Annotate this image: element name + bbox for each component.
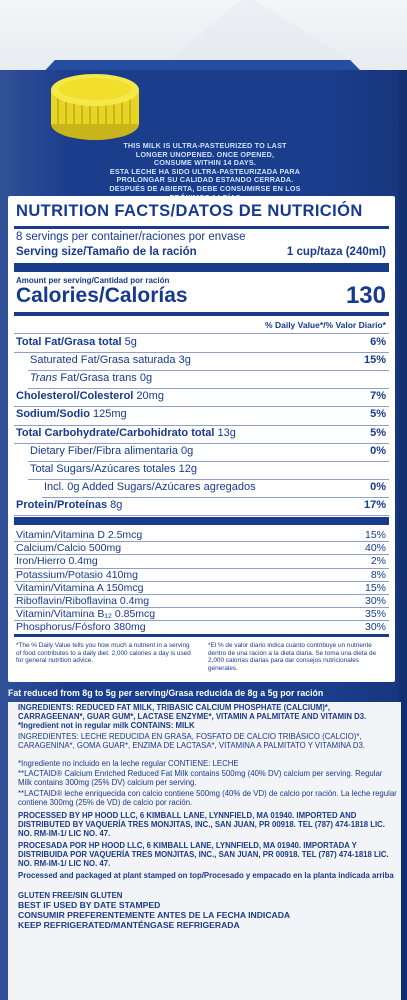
best-if-used-by: BEST IF USED BY DATE STAMPED bbox=[18, 900, 161, 910]
gluten-free: GLUTEN FREE/SIN GLUTEN bbox=[18, 891, 123, 900]
nutrient-row-label: Total Carbohydrate/Carbohidrato total 13… bbox=[16, 426, 236, 439]
vitamin-row-dv: 15% bbox=[364, 581, 386, 594]
vitamin-row-dv: 40% bbox=[364, 542, 386, 555]
nutrient-row-label: Saturated Fat/Grasa saturada 3g bbox=[30, 354, 191, 367]
vitamin-row-dv: 2% bbox=[370, 555, 386, 568]
processed-by-english: PROCESSED BY HP HOOD LLC, 6 KIMBALL LANE… bbox=[18, 811, 385, 838]
nutrient-row-dv: 5% bbox=[370, 408, 386, 421]
vitamin-row-label: Iron/Hierro 0.4mg bbox=[16, 555, 98, 568]
nutrient-row-label: Total Fat/Grasa total 5g bbox=[16, 336, 137, 348]
keep-refrigerated: KEEP REFRIGERATED/MANTÉNGASE REFRIGERADA bbox=[18, 920, 240, 930]
nutrient-row-label: Total Sugars/Azúcares totales 12g bbox=[30, 462, 197, 475]
nutrient-row-dv: 0% bbox=[370, 444, 386, 457]
amount-per-serving: Amount per serving/Cantidad por ración bbox=[16, 276, 170, 285]
processed-by-spanish: PROCESADA POR HP HOOD LLC, 6 KIMBALL LAN… bbox=[18, 841, 389, 868]
nutrient-row-label: Incl. 0g Added Sugars/Azúcares agregados bbox=[44, 480, 256, 493]
nutrition-facts-panel: NUTRITION FACTS/DATOS DE NUTRICIÓN 8 ser… bbox=[8, 196, 395, 682]
vitamin-row-label: Calcium/Calcio 500mg bbox=[16, 542, 122, 555]
footnote-spanish: *El % de valor diario indica cuánto cont… bbox=[208, 642, 377, 672]
servings-per-container: 8 servings per container/raciones por en… bbox=[16, 231, 246, 243]
nutrient-row-dv: 7% bbox=[370, 390, 386, 403]
vitamin-row-label: Phosphorus/Fósforo 380mg bbox=[16, 621, 146, 634]
nutrient-row-label: Sodium/Sodio 125mg bbox=[16, 408, 127, 421]
calories-value: 130 bbox=[345, 282, 386, 309]
lactaid-calcium-english: **LACTAID® Calcium Enriched Reduced Fat … bbox=[18, 769, 383, 787]
consumir-antes: CONSUMIR PREFERENTEMENTE ANTES DE LA FEC… bbox=[18, 910, 291, 920]
vitamin-row-dv: 30% bbox=[364, 621, 386, 634]
vitamin-row-label: Riboflavin/Riboflavina 0.4mg bbox=[16, 595, 150, 607]
calories-label: Calories/Calorías bbox=[16, 284, 188, 307]
fat-reduced-banner: Fat reduced from 8g to 5g per serving/Gr… bbox=[8, 688, 324, 698]
vitamin-row-dv: 15% bbox=[364, 529, 386, 541]
nutrient-row-label: Cholesterol/Colesterol 20mg bbox=[16, 390, 164, 403]
nutrient-row-label: Trans Fat/Grasa trans 0g bbox=[30, 372, 153, 385]
serving-size-label: Serving size/Tamaño de la ración bbox=[16, 246, 197, 258]
vitamin-row-dv: 30% bbox=[364, 595, 386, 607]
vitamin-row-label: Vitamin/Vitamina B₁₂ 0.85mcg bbox=[16, 608, 156, 621]
ingredients-spanish: INGREDIENTES: LECHE REDUCIDA EN GRASA, F… bbox=[18, 732, 366, 750]
daily-value-header: % Daily Value*/% Valor Diario* bbox=[265, 320, 386, 330]
nutrient-row-dv: 15% bbox=[363, 354, 386, 367]
vitamin-row-label: Vitamin/Vitamina A 150mcg bbox=[16, 581, 144, 594]
lactaid-calcium-spanish: **LACTAID® leche enriquecida con calcio … bbox=[18, 789, 397, 807]
cap-icon bbox=[51, 74, 139, 140]
vitamin-row-label: Potassium/Potasio 410mg bbox=[16, 568, 138, 581]
plant-note: Processed and packaged at plant stamped … bbox=[18, 871, 394, 880]
ultra-pasteurized-notice: THIS MILK IS ULTRA-PASTEURIZED TO LAST L… bbox=[109, 141, 301, 201]
nutrient-row-label: Protein/Proteínas 8g bbox=[16, 498, 123, 511]
vitamin-row-dv: 35% bbox=[364, 608, 386, 621]
ingredients-english: INGREDIENTS: REDUCED FAT MILK, TRIBASIC … bbox=[18, 703, 367, 730]
footnote-english: *The % Daily Value tells you how much a … bbox=[16, 642, 191, 664]
nutrition-title: NUTRITION FACTS/DATOS DE NUTRICIÓN bbox=[16, 202, 363, 220]
ingredients-panel: INGREDIENTS: REDUCED FAT MILK, TRIBASIC … bbox=[8, 702, 401, 1000]
vitamin-row-dv: 8% bbox=[370, 568, 386, 581]
nutrient-row-dv: 5% bbox=[370, 426, 386, 439]
nutrient-row-dv: 6% bbox=[370, 336, 386, 348]
nutrient-row-dv: 17% bbox=[363, 498, 386, 511]
serving-size-value: 1 cup/taza (240ml) bbox=[286, 246, 386, 258]
nutrient-row-label: Dietary Fiber/Fibra alimentaria 0g bbox=[30, 444, 194, 457]
nutrient-row-dv: 0% bbox=[370, 480, 386, 493]
ingredients-spanish-note: *Ingrediente no incluido en la leche reg… bbox=[18, 759, 239, 768]
vitamin-row-label: Vitamin/Vitamina D 2.5mcg bbox=[16, 529, 143, 541]
